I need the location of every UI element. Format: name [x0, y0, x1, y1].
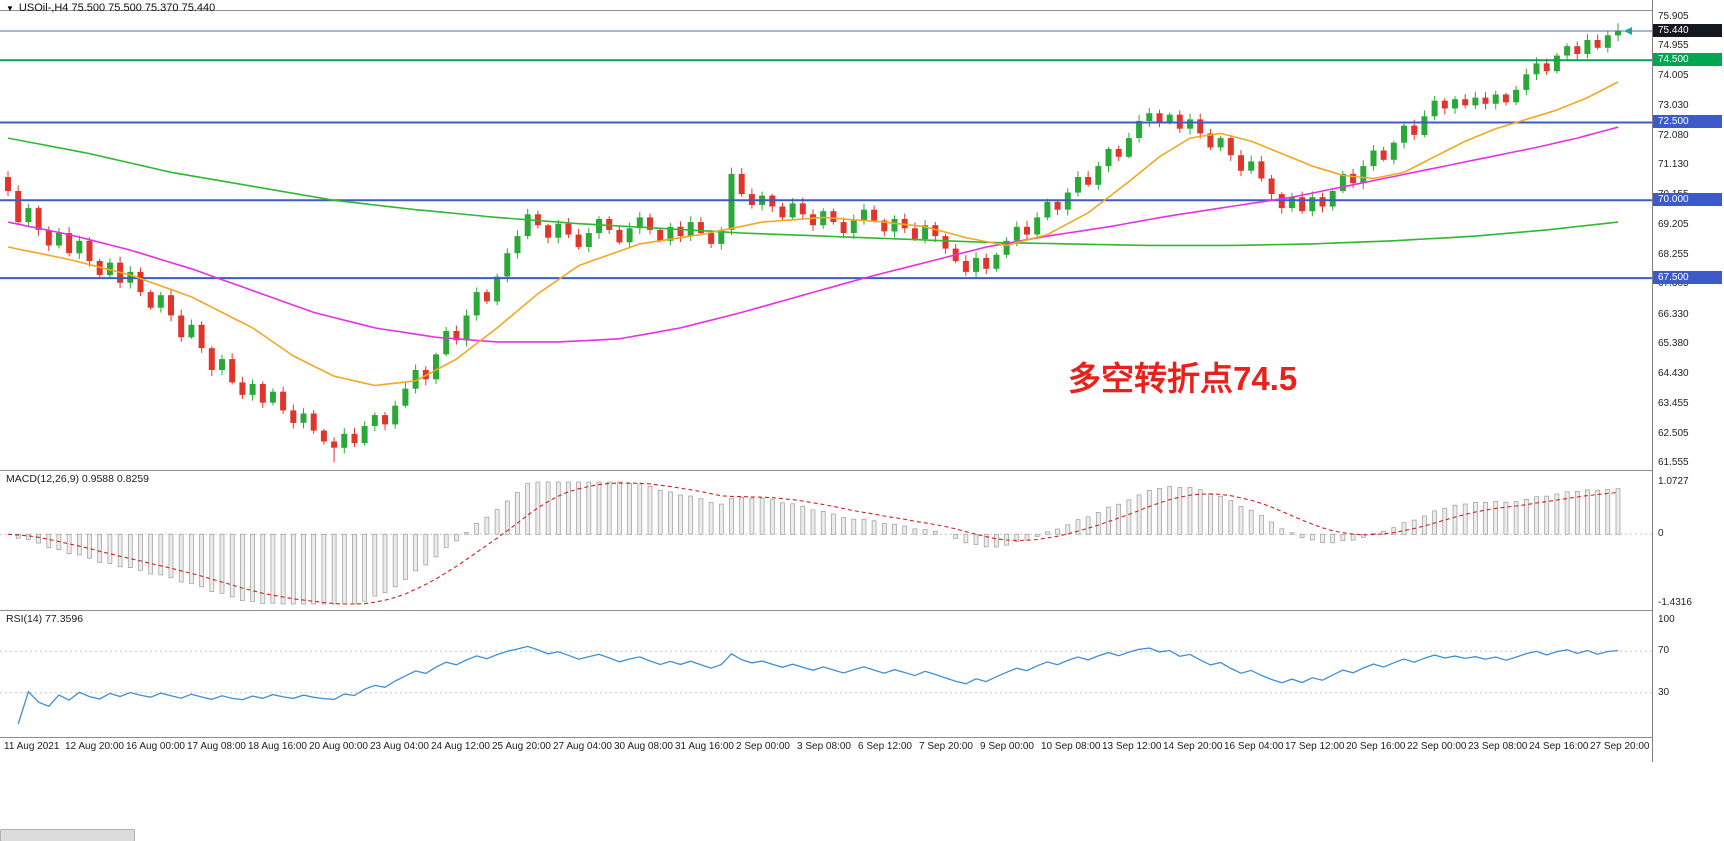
price-axis-badge: 75.440 [1653, 23, 1722, 37]
price-axis-badge: 67.500 [1653, 271, 1722, 285]
macd-axis-label: 0 [1658, 528, 1664, 540]
price-axis-label: 71.130 [1658, 159, 1689, 171]
current-price-marker [1624, 26, 1633, 35]
medium-ma-line [7, 126, 1619, 343]
price-axis-badge: 74.500 [1653, 53, 1722, 67]
fast-ma-line [7, 81, 1619, 387]
time-axis-label: 20 Sep 16:00 [1346, 741, 1406, 752]
price-axis-label: 68.255 [1658, 248, 1689, 260]
time-axis-label: 14 Sep 20:00 [1163, 741, 1223, 752]
rsi-axis-label: 30 [1658, 686, 1670, 698]
time-axis-label: 20 Aug 00:00 [309, 741, 368, 752]
horizontal-level-lines [0, 59, 1652, 280]
time-axis-label: 18 Aug 16:00 [248, 741, 307, 752]
symbol-dropdown-icon[interactable]: ▼ [6, 3, 14, 13]
time-axis-label: 22 Sep 00:00 [1407, 741, 1467, 752]
rsi-axis-label: 70 [1658, 645, 1670, 657]
time-axis-label: 3 Sep 08:00 [797, 741, 851, 752]
price-axis-label: 73.030 [1658, 100, 1689, 111]
macd-axis-label: 1.0727 [1658, 476, 1689, 487]
price-axis-label: 63.455 [1658, 398, 1689, 410]
time-axis-label: 9 Sep 00:00 [980, 741, 1034, 752]
rsi-indicator-label: RSI(14) 77.3596 [6, 613, 84, 625]
chart-top-frame [0, 10, 1724, 11]
time-axis-label: 11 Aug 2021 [4, 741, 60, 752]
time-axis-label: 23 Sep 08:00 [1468, 741, 1528, 752]
time-axis-label: 2 Sep 00:00 [736, 741, 790, 752]
price-axis-label: 72.080 [1658, 129, 1689, 141]
price-axis-label: 64.430 [1658, 367, 1689, 379]
symbol-header: ▼ USOil-,H4 75.500 75.500 75.370 75.440 [6, 2, 215, 14]
time-axis-label: 27 Sep 20:00 [1590, 741, 1650, 752]
macd-axis-label: -1.4316 [1658, 597, 1692, 608]
rsi-panel-separator [0, 610, 1724, 611]
price-axis-label: 65.380 [1658, 338, 1689, 350]
price-axis-label: 74.005 [1658, 69, 1689, 81]
price-axis-badge: 70.000 [1653, 193, 1722, 207]
price-axis-label: 69.205 [1658, 219, 1689, 231]
time-axis-label: 16 Sep 04:00 [1224, 741, 1284, 752]
macd-indicator-label: MACD(12,26,9) 0.9588 0.8259 [6, 473, 150, 485]
price-chart-canvas[interactable] [0, 0, 1652, 762]
time-axis-label: 6 Sep 12:00 [858, 741, 912, 752]
time-axis-label: 17 Sep 12:00 [1285, 741, 1345, 752]
price-axis-label: 62.505 [1658, 427, 1689, 439]
time-axis-label: 10 Sep 08:00 [1041, 741, 1101, 752]
time-axis-label: 16 Aug 00:00 [126, 741, 185, 752]
candles [5, 23, 1621, 463]
macd-panel-separator [0, 470, 1724, 471]
price-axis-label: 75.905 [1658, 10, 1689, 22]
time-axis-label: 7 Sep 20:00 [919, 741, 973, 752]
time-axis-label: 17 Aug 08:00 [187, 741, 246, 752]
price-axis-badge: 72.500 [1653, 115, 1722, 129]
time-axis-label: 30 Aug 08:00 [614, 741, 673, 752]
time-axis-separator [0, 737, 1724, 738]
bottom-scrollbar-fragment[interactable] [0, 829, 135, 841]
time-axis-label: 24 Sep 16:00 [1529, 741, 1589, 752]
time-axis-label: 23 Aug 04:00 [370, 741, 429, 752]
symbol-ohlc-text: USOil-,H4 75.500 75.500 75.370 75.440 [18, 2, 216, 14]
rsi-line [17, 645, 1619, 725]
time-axis-label: 24 Aug 12:00 [431, 741, 490, 752]
price-axis[interactable]: 75.90574.95574.00573.03072.08071.13070.1… [1652, 0, 1724, 762]
time-axis-label: 31 Aug 16:00 [675, 741, 734, 752]
time-axis-label: 25 Aug 20:00 [492, 741, 551, 752]
time-axis[interactable]: 11 Aug 2021 12 Aug 20:00 16 Aug 00:00 17 Au… [0, 741, 1680, 759]
price-axis-label: 61.555 [1658, 457, 1689, 469]
chart-annotation-text: 多空转折点74.5 [1068, 360, 1298, 397]
macd-histogram [15, 481, 1621, 605]
macd-signal-line [7, 482, 1619, 605]
price-axis-label: 74.955 [1658, 40, 1689, 52]
price-axis-label: 66.330 [1658, 308, 1689, 320]
time-axis-label: 13 Sep 12:00 [1102, 741, 1162, 752]
rsi-axis-label: 100 [1658, 614, 1675, 625]
time-axis-label: 12 Aug 20:00 [65, 741, 124, 752]
slow-ma-line [7, 137, 1619, 247]
time-axis-label: 27 Aug 04:00 [553, 741, 612, 752]
